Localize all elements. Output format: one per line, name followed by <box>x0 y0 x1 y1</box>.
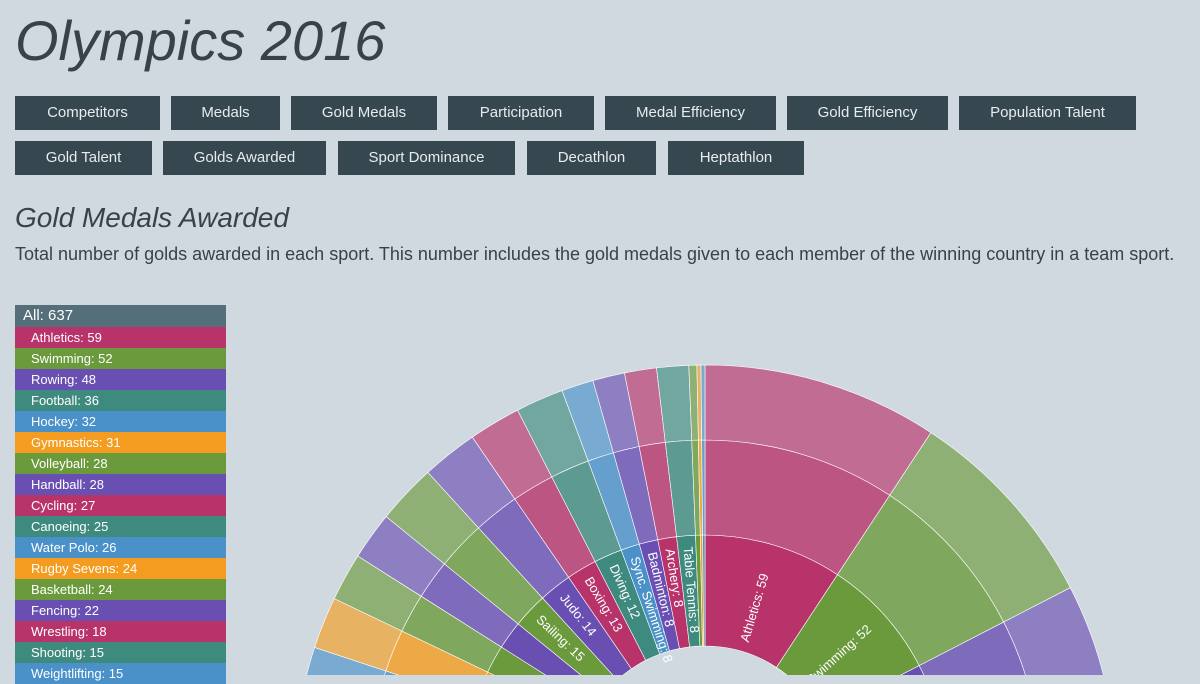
legend-item[interactable]: Swimming: 52 <box>15 348 226 369</box>
section-title: Gold Medals Awarded <box>15 202 289 233</box>
legend-item[interactable]: Hockey: 32 <box>15 411 226 432</box>
legend-item[interactable]: Weightlifting: 15 <box>15 663 226 684</box>
nav-button[interactable]: Gold Medals <box>291 96 437 130</box>
nav-button[interactable]: Medal Efficiency <box>605 96 776 130</box>
nav-button[interactable]: Gold Efficiency <box>787 96 948 130</box>
legend-item[interactable]: Rowing: 48 <box>15 369 226 390</box>
legend-item[interactable]: Football: 36 <box>15 390 226 411</box>
section-description: Total number of golds awarded in each sp… <box>15 244 1175 264</box>
legend-item[interactable]: Handball: 28 <box>15 474 226 495</box>
legend-item[interactable]: Wrestling: 18 <box>15 621 226 642</box>
sport-outer-arc <box>1003 587 1104 675</box>
legend-item[interactable]: Fencing: 22 <box>15 600 226 621</box>
sport-arc <box>900 665 925 675</box>
nav-button[interactable]: Medals <box>171 96 280 130</box>
legend-item[interactable]: Water Polo: 26 <box>15 537 226 558</box>
legend-item[interactable]: Rugby Sevens: 24 <box>15 558 226 579</box>
legend-item[interactable]: Canoeing: 25 <box>15 516 226 537</box>
legend-item[interactable]: Basketball: 24 <box>15 579 226 600</box>
sport-outer-arc <box>700 364 706 441</box>
nav-button[interactable]: Golds Awarded <box>163 141 326 175</box>
page-title: Olympics 2016 <box>15 9 386 72</box>
legend-item[interactable]: Volleyball: 28 <box>15 453 226 474</box>
nav-button[interactable]: Heptathlon <box>668 141 804 175</box>
sport-outer-arc <box>701 439 706 536</box>
nav-button[interactable]: Gold Talent <box>15 141 152 175</box>
legend-root[interactable]: All: 637 <box>15 305 226 327</box>
legend-item[interactable]: Gymnastics: 31 <box>15 432 226 453</box>
legend: All: 637 Athletics: 59 Swimming: 52 Rowing… <box>15 305 226 684</box>
legend-item[interactable]: Cycling: 27 <box>15 495 226 516</box>
legend-item[interactable]: Shooting: 15 <box>15 642 226 663</box>
nav-button[interactable]: Sport Dominance <box>338 141 515 175</box>
legend-item[interactable]: Athletics: 59 <box>15 327 226 348</box>
nav-button[interactable]: Participation <box>448 96 594 130</box>
nav-button[interactable]: Competitors <box>15 96 160 130</box>
nav-button[interactable]: Decathlon <box>527 141 656 175</box>
nav-button[interactable]: Population Talent <box>959 96 1136 130</box>
